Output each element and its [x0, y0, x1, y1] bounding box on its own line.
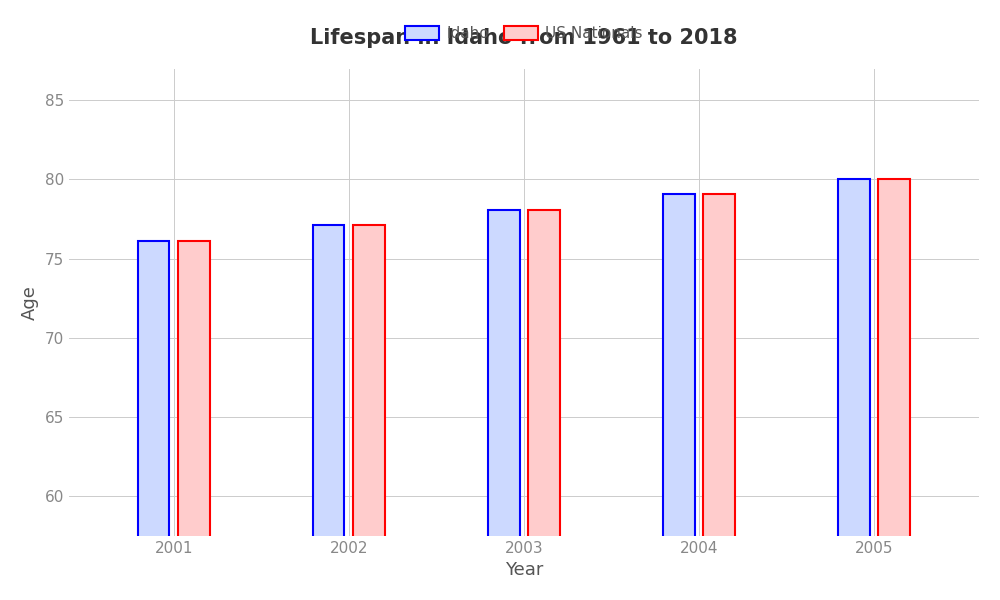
Bar: [138, 241, 169, 600]
Bar: [878, 179, 910, 600]
Bar: [663, 194, 695, 600]
Bar: [703, 194, 735, 600]
Bar: [838, 179, 870, 600]
Bar: [313, 226, 344, 600]
Bar: [488, 209, 520, 600]
Bar: [528, 209, 560, 600]
Legend: Idaho, US Nationals: Idaho, US Nationals: [399, 20, 649, 47]
Bar: [353, 226, 385, 600]
Y-axis label: Age: Age: [21, 285, 39, 320]
Bar: [178, 241, 210, 600]
X-axis label: Year: Year: [505, 561, 543, 579]
Title: Lifespan in Idaho from 1961 to 2018: Lifespan in Idaho from 1961 to 2018: [310, 28, 738, 47]
